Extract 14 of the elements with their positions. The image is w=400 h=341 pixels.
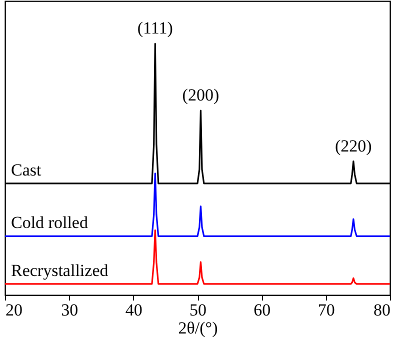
x-tick-label: 70: [318, 300, 335, 320]
x-tick-label: 50: [190, 300, 206, 320]
series-label: Cast: [11, 160, 42, 180]
series-label: Recrystallized: [11, 260, 109, 280]
annotation: (111): [137, 18, 173, 38]
x-tick-label: 20: [6, 300, 22, 320]
x-tick-label: 40: [125, 300, 142, 320]
annotation: (200): [182, 86, 220, 105]
x-axis-title: 2θ/(°): [178, 318, 218, 338]
x-tick-label: 80: [374, 300, 390, 320]
x-tick-label: 30: [61, 300, 78, 320]
annotation: (220): [335, 136, 372, 156]
series-label: Cold rolled: [11, 213, 88, 232]
x-tick-label: 60: [254, 300, 271, 320]
